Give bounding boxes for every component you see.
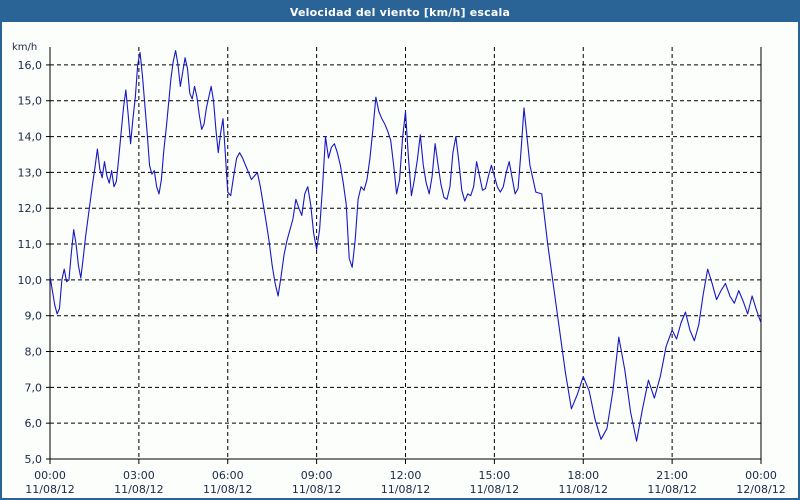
y-tick-label: 13,0 [18,166,43,179]
x-tick-label-time: 12:00 [390,469,422,482]
x-tick-label-date: 11/08/12 [381,483,430,496]
y-axis-title: km/h [12,42,37,53]
x-tick-label-time: 09:00 [301,469,333,482]
y-tick-label: 15,0 [18,95,43,108]
x-tick-label-date: 11/08/12 [25,483,74,496]
x-tick-label-date: 11/08/12 [559,483,608,496]
x-tick-label-time: 03:00 [123,469,155,482]
y-tick-label: 14,0 [18,131,43,144]
chart-canvas: 16,0 15,0 14,0 13,0 12,0 11,0 10,0 9,0 8,0 7,0 6,0… [2,22,798,498]
x-tick-label-date: 11/08/12 [292,483,341,496]
x-tick-label-time: 00:00 [34,469,66,482]
y-tick-label: 8,0 [25,346,43,359]
x-tick-label-time: 00:00 [745,469,777,482]
y-tick-label: 5,0 [25,453,43,466]
plot-background [2,22,798,498]
x-axis-tick-labels: 00:0011/08/1203:0011/08/1206:0011/08/120… [25,469,785,496]
series-line-velocidad-del-viento [49,50,762,442]
x-tick-label-date: 11/08/12 [647,483,696,496]
y-tick-label: 11,0 [18,238,43,251]
x-tick-label-date: 12/08/12 [736,483,785,496]
page-title: Velocidad del viento [km/h] escala [289,5,511,19]
x-tick-label-time: 06:00 [212,469,244,482]
y-tick-label: 16,0 [18,59,43,72]
y-axis-ticks [46,64,50,460]
y-tick-label: 9,0 [25,310,43,323]
y-tick-label: 6,0 [25,417,43,430]
y-tick-label: 7,0 [25,381,43,394]
x-tick-label-time: 15:00 [479,469,511,482]
y-axis-tick-labels: 16,0 15,0 14,0 13,0 12,0 11,0 10,0 9,0 8,0 7,0 6,0… [18,59,43,466]
window-title-bar: Velocidad del viento [km/h] escala [2,2,798,22]
wind-speed-line-chart: 16,0 15,0 14,0 13,0 12,0 11,0 10,0 9,0 8,0 7,0 6,0… [2,22,798,498]
x-tick-label-time: 21:00 [656,469,688,482]
x-tick-label-date: 11/08/12 [114,483,163,496]
x-tick-label-date: 11/08/12 [470,483,519,496]
x-axis-ticks [49,459,762,464]
x-tick-label-time: 18:00 [567,469,599,482]
y-tick-label: 12,0 [18,202,43,215]
gridlines [50,47,761,460]
y-tick-label: 10,0 [18,274,43,287]
x-tick-label-date: 11/08/12 [203,483,252,496]
